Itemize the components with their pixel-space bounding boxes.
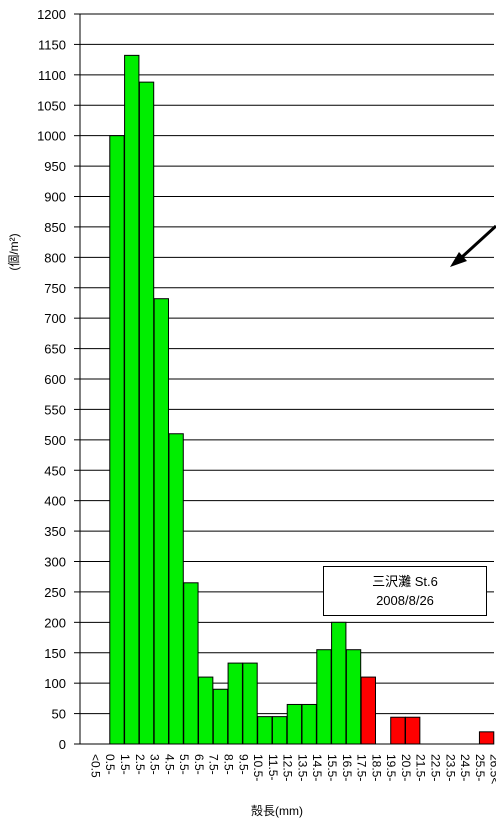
y-tick-label: 250 (44, 585, 66, 600)
x-tick-label: 11.5- (266, 754, 280, 780)
y-tick-labels: 0 50 100 150 200 250 300 350 400 450 500 550 600 650 7… (37, 7, 66, 752)
x-tick-label: 9.5- (236, 754, 250, 775)
bar (183, 582, 199, 745)
bar (198, 676, 214, 745)
y-tick-label: 1100 (38, 68, 66, 83)
bar (242, 662, 258, 745)
y-tick-label: 50 (52, 707, 66, 722)
y-tick-label: 950 (44, 159, 66, 174)
arrow-icon (450, 224, 496, 267)
x-tick-label: 16.5- (340, 754, 354, 781)
x-tick-label: 1.5- (118, 754, 132, 775)
bar (257, 716, 273, 745)
x-tick-label: 5.5- (177, 754, 191, 775)
y-tick-label: 500 (44, 433, 66, 448)
bar (405, 716, 421, 745)
bar (331, 621, 347, 745)
x-tick-label: 22.5- (428, 754, 442, 781)
x-tick-label: 14.5- (310, 754, 324, 781)
bar (478, 731, 495, 745)
bar (301, 703, 317, 745)
bar (212, 688, 229, 745)
bar (360, 676, 376, 745)
x-tick-label: 2.5- (133, 754, 147, 775)
y-tick-label: 350 (44, 524, 66, 539)
y-tick-label: 600 (44, 372, 66, 387)
x-tick-label: 24.5- (458, 754, 472, 781)
bar (124, 54, 140, 745)
y-tick-label: 850 (44, 220, 66, 235)
x-tick-label: 10.5- (251, 754, 265, 781)
x-tick-label: 0.5- (103, 754, 117, 775)
bar (390, 716, 406, 745)
y-tick-label: 450 (44, 463, 66, 478)
x-tick-label: 8.5- (221, 754, 235, 775)
bar (286, 703, 303, 745)
y-tick-label: 100 (44, 676, 66, 691)
x-tick-label: 13.5- (295, 754, 309, 781)
y-tick-label: 0 (59, 737, 66, 752)
y-tick-label: 550 (44, 402, 66, 417)
x-axis-label: 殻長(mm) (251, 804, 303, 818)
y-tick-label: 1000 (37, 129, 66, 144)
bar (345, 649, 362, 745)
x-tick-label: 3.5- (148, 754, 162, 775)
bar (138, 81, 155, 745)
x-tick-label: 7.5- (207, 754, 221, 775)
x-tick-label: 17.5- (355, 754, 369, 781)
y-tick-label: 200 (44, 615, 66, 630)
x-tick-label: 12.5- (281, 754, 295, 781)
bar (227, 662, 243, 745)
x-tick-label: 23.5- (443, 754, 457, 781)
x-tick-label: 21.5- (414, 754, 428, 781)
y-tick-label: 900 (44, 190, 66, 205)
y-axis-label: (個/m²) (7, 233, 21, 270)
annotation-box: 三沢灘 St.6 2008/8/26 (323, 566, 487, 616)
x-tick-label: 25.5- (473, 754, 487, 781)
y-tick-label: 1150 (38, 37, 66, 52)
annotation-date: 2008/8/26 (376, 593, 434, 608)
bar (271, 716, 288, 745)
x-tick-label: 15.5- (325, 754, 339, 781)
y-tick-label: 700 (44, 311, 66, 326)
y-tick-label: 150 (44, 646, 66, 661)
x-tick-labels: <0.5 0.5- 1.5- 2.5- 3.5- 4.5- 5.5- 6.5- 7.5- 8.5-… (88, 754, 496, 784)
x-tick-label: 19.5- (384, 754, 398, 781)
y-tick-label: 800 (44, 250, 66, 265)
bar (109, 135, 125, 745)
y-tick-label: 400 (44, 494, 66, 509)
axes (74, 13, 494, 745)
bar (153, 298, 169, 745)
bar (316, 649, 332, 745)
y-tick-label: 650 (44, 342, 66, 357)
annotation-station: 三沢灘 St.6 (372, 574, 438, 589)
x-tick-label: 4.5- (162, 754, 176, 775)
y-tick-label: 1050 (37, 98, 66, 113)
bar (168, 433, 184, 745)
y-tick-label: 1200 (37, 7, 66, 22)
y-tick-label: 300 (44, 555, 66, 570)
x-tick-label: 6.5- (192, 754, 206, 775)
y-tick-label: 750 (44, 281, 66, 296)
x-tick-label: <0.5 (88, 754, 102, 778)
x-tick-label: 18.5- (369, 754, 383, 781)
bars (109, 54, 495, 745)
x-tick-label: 20.5- (399, 754, 413, 781)
x-tick-label: 26.5< (488, 754, 496, 784)
